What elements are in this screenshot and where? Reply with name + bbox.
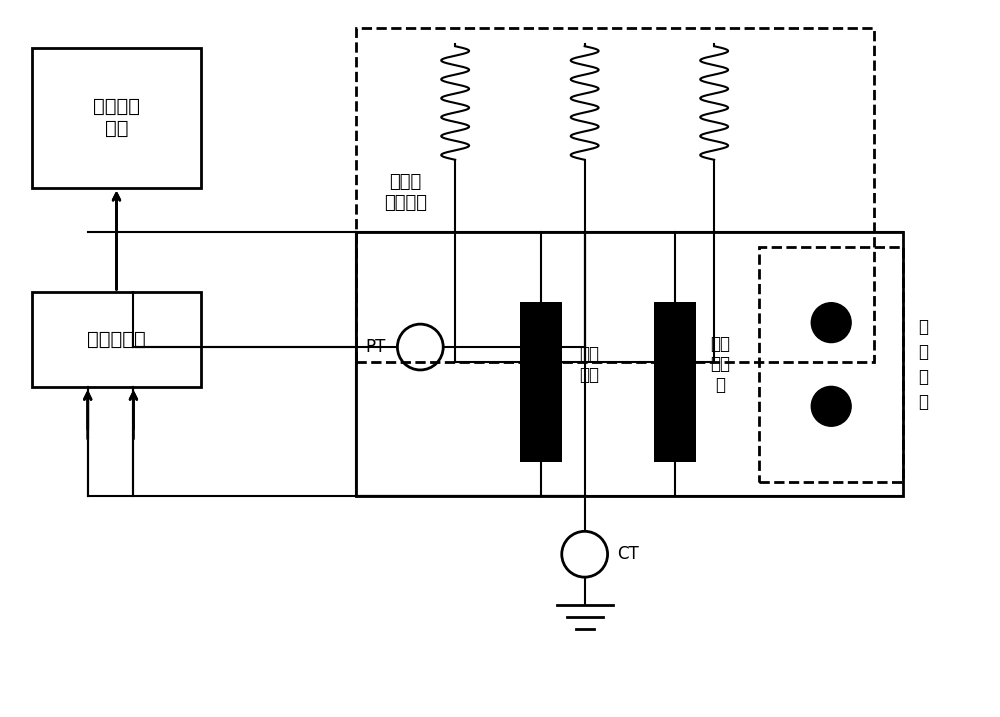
Bar <box>356 232 903 496</box>
Circle shape <box>811 386 851 426</box>
Text: 变压器
高压绕组: 变压器 高压绕组 <box>384 174 427 212</box>
Circle shape <box>811 303 851 343</box>
Text: CT: CT <box>618 545 639 564</box>
Text: 远程监控
系统: 远程监控 系统 <box>93 98 140 138</box>
Bar <box>520 303 562 462</box>
Text: 热敏
电阻: 热敏 电阻 <box>579 345 599 384</box>
Bar <box>759 247 903 482</box>
Bar <box>32 48 201 188</box>
Text: 氧化
锌电
阻: 氧化 锌电 阻 <box>710 335 730 394</box>
Text: PT: PT <box>365 338 385 356</box>
Bar <box>356 28 874 362</box>
Text: 数字监控器: 数字监控器 <box>87 330 146 349</box>
Bar <box>654 303 696 462</box>
Text: 可
控
间
隙: 可 控 间 隙 <box>918 318 928 411</box>
Bar <box>32 293 201 387</box>
